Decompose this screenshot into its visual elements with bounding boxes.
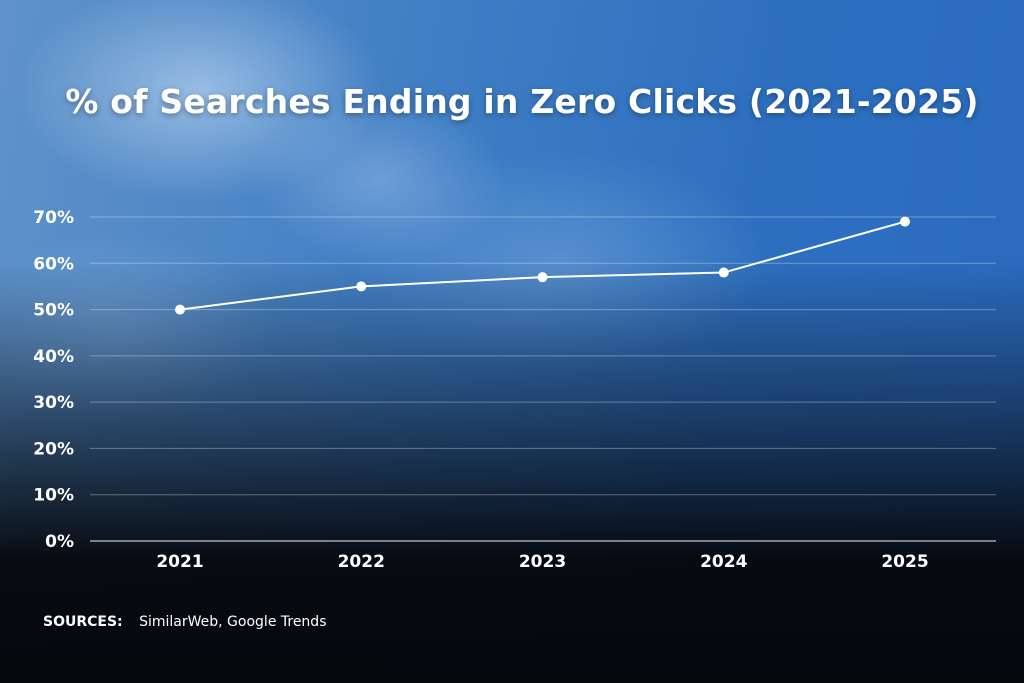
y-tick-label: 30% — [33, 393, 74, 413]
chart-title: % of Searches Ending in Zero Clicks (202… — [65, 82, 979, 121]
y-tick-label: 70% — [33, 208, 74, 228]
series-line — [179, 220, 906, 311]
data-point — [356, 281, 367, 292]
data-point — [537, 272, 548, 283]
x-tick-label: 2025 — [881, 552, 928, 572]
x-tick-label: 2022 — [338, 552, 385, 572]
sources-note: SOURCES: SimilarWeb, Google Trends — [43, 614, 327, 630]
y-tick-label: 40% — [33, 347, 74, 367]
y-tick-label: 60% — [33, 254, 74, 274]
y-tick-label: 10% — [33, 486, 74, 506]
x-tick-label: 2023 — [519, 552, 566, 572]
data-point — [900, 216, 910, 227]
y-tick-label: 50% — [33, 301, 74, 321]
sources-label: SOURCES: — [43, 614, 123, 630]
sources-text: SimilarWeb, Google Trends — [139, 614, 327, 630]
y-tick-label: 20% — [33, 439, 74, 459]
data-point — [718, 267, 729, 278]
x-tick-label: 2024 — [700, 552, 747, 572]
x-tick-label: 2021 — [156, 552, 203, 572]
y-tick-label: 0% — [45, 532, 74, 552]
data-point — [175, 304, 185, 315]
